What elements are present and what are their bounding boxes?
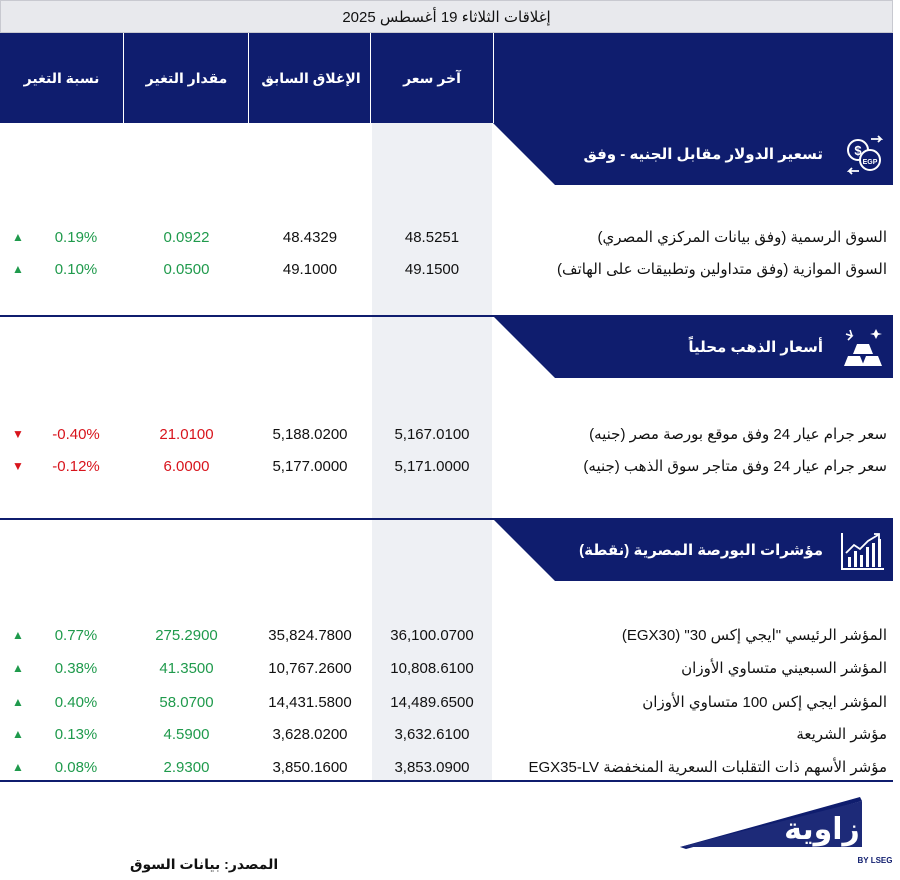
row-prev: 49.1000 [282,260,338,278]
row-change: 2.9300 [163,758,210,776]
table-row: السوق الموازية (وفق متداولين وتطبيقات عل… [0,254,893,284]
row-prev: 5,188.0200 [272,425,348,443]
row-pct: 0.38% [54,659,98,677]
table-row: مؤشر الشريعة 3,632.6100 3,628.0200 4.590… [0,719,893,749]
row-pct: 0.77% [54,626,98,644]
row-name: مؤشر الشريعة [796,726,887,743]
row-last: 3,853.0900 [394,758,470,776]
section-banner-gold: أسعار الذهب محلياً [493,316,893,378]
up-arrow-icon: ▲ [12,262,24,276]
row-change: 0.0922 [163,228,210,246]
row-change: 6.0000 [163,457,210,475]
banner-shape [493,316,893,378]
header-change-percent: نسبة التغير [23,69,100,86]
table-row: المؤشر السبعيني متساوي الأوزان 10,808.61… [0,653,893,683]
row-change: 275.2900 [155,626,218,644]
last-price-column-shade [372,123,492,781]
row-last: 48.5251 [404,228,460,246]
row-name: سعر جرام عيار 24 وفق موقع بورصة مصر (جني… [589,426,887,443]
row-last: 49.1500 [404,260,460,278]
row-name: السوق الموازية (وفق متداولين وتطبيقات عل… [557,261,887,278]
row-last: 5,167.0100 [394,425,470,443]
row-pct: 0.10% [54,260,98,278]
up-arrow-icon: ▲ [12,661,24,675]
logo-text: زاوية [784,812,860,847]
row-change: 4.5900 [163,725,210,743]
logo-subtext: BY LSEG [858,856,893,865]
row-prev: 3,850.1600 [272,758,348,776]
page-title: إغلاقات الثلاثاء 19 أغسطس 2025 [0,0,893,33]
row-pct: -0.12% [52,457,100,475]
row-prev: 5,177.0000 [272,457,348,475]
row-change: 58.0700 [159,693,214,711]
header-divider [248,33,249,123]
row-name: المؤشر ايجي إكس 100 متساوي الأوزان [642,694,887,711]
up-arrow-icon: ▲ [12,230,24,244]
row-last: 14,489.6500 [390,693,474,711]
table-row: مؤشر الأسهم ذات التقلبات السعرية المنخفض… [0,752,893,782]
section-banner-egx: مؤشرات البورصة المصرية (نقطة) [493,519,893,581]
row-pct: 0.19% [54,228,98,246]
row-prev: 35,824.7800 [268,626,352,644]
section-title: تسعير الدولار مقابل الجنيه - وفق [583,146,823,163]
source-note: المصدر: بيانات السوق [130,856,279,872]
stock-chart-icon [841,533,884,570]
row-name: المؤشر السبعيني متساوي الأوزان [681,660,887,677]
header-change: مقدار التغير [145,69,228,86]
row-pct: 0.08% [54,758,98,776]
header-divider [493,33,494,123]
header-last-price: آخر سعر [403,69,461,86]
up-arrow-icon: ▲ [12,695,24,709]
svg-text:$: $ [854,143,862,158]
table-header: آخر سعر الإغلاق السابق مقدار التغير نسبة… [0,33,893,123]
svg-text:EGP: EGP [863,159,878,166]
banner-shape [493,123,893,185]
row-name: المؤشر الرئيسي "ايجي إكس 30" (EGX30) [621,627,887,644]
section-divider [0,518,893,520]
up-arrow-icon: ▲ [12,727,24,741]
section-banner-usd-egp: تسعير الدولار مقابل الجنيه - وفق $ EGP [493,123,893,185]
section-title: مؤشرات البورصة المصرية (نقطة) [579,542,823,559]
row-prev: 14,431.5800 [268,693,352,711]
down-arrow-icon: ▼ [12,427,24,441]
banner-shape [493,519,893,581]
row-name: مؤشر الأسهم ذات التقلبات السعرية المنخفض… [528,759,887,776]
table-row: المؤشر ايجي إكس 100 متساوي الأوزان 14,48… [0,687,893,717]
row-prev: 10,767.2600 [268,659,352,677]
gold-bars-icon [844,329,882,366]
section-title: أسعار الذهب محلياً [688,339,823,356]
zawya-lseg-logo: زاوية BY LSEG [680,797,893,865]
table-row: سعر جرام عيار 24 وفق متاجر سوق الذهب (جن… [0,451,893,481]
table-bottom-border [0,780,893,782]
row-change: 21.0100 [159,425,214,443]
header-previous-close: الإغلاق السابق [261,69,361,86]
row-last: 10,808.6100 [390,659,474,677]
row-last: 36,100.0700 [390,626,474,644]
down-arrow-icon: ▼ [12,459,24,473]
dollar-egp-exchange-icon: $ EGP [846,135,884,175]
table-row: سعر جرام عيار 24 وفق موقع بورصة مصر (جني… [0,419,893,449]
table-row: المؤشر الرئيسي "ايجي إكس 30" (EGX30) 36,… [0,620,893,650]
row-last: 3,632.6100 [394,725,470,743]
up-arrow-icon: ▲ [12,760,24,774]
row-pct: -0.40% [52,425,100,443]
row-name: سعر جرام عيار 24 وفق متاجر سوق الذهب (جن… [583,458,887,475]
row-prev: 48.4329 [282,228,338,246]
table-row: السوق الرسمية (وفق بيانات المركزي المصري… [0,222,893,252]
row-prev: 3,628.0200 [272,725,348,743]
header-divider [370,33,371,123]
row-pct: 0.40% [54,693,98,711]
section-divider [0,315,893,317]
row-pct: 0.13% [54,725,98,743]
row-last: 5,171.0000 [394,457,470,475]
row-change: 0.0500 [163,260,210,278]
row-change: 41.3500 [159,659,214,677]
header-divider [123,33,124,123]
up-arrow-icon: ▲ [12,628,24,642]
row-name: السوق الرسمية (وفق بيانات المركزي المصري… [597,229,888,246]
